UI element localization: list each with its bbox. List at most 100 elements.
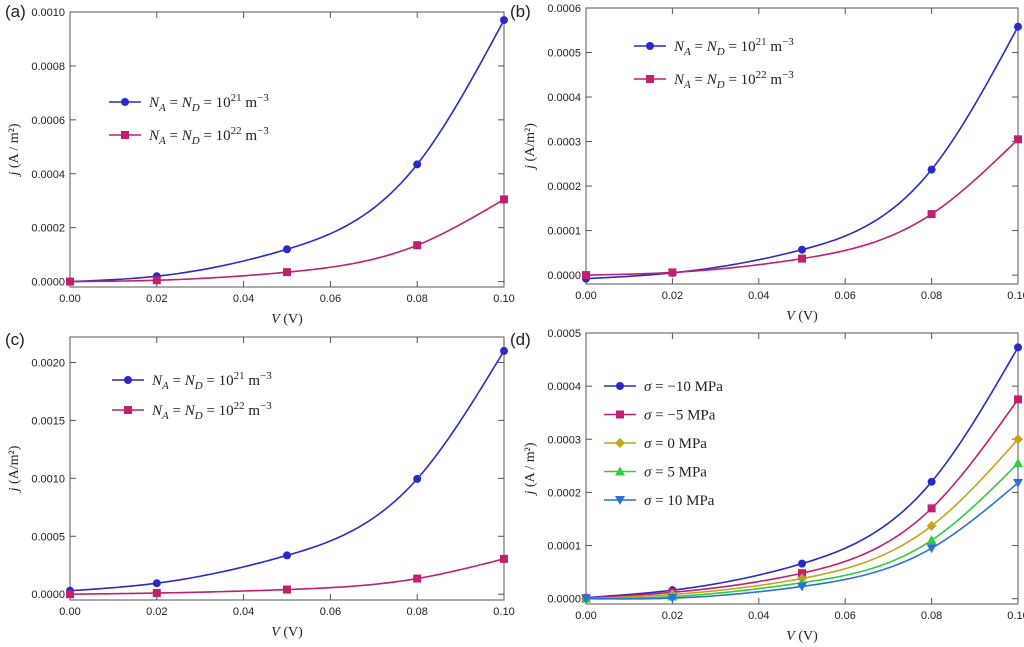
data-point xyxy=(1013,434,1023,445)
data-point xyxy=(1014,135,1022,144)
data-point xyxy=(581,594,591,604)
y-tick-label: 0.0005 xyxy=(31,531,65,543)
data-point xyxy=(1014,395,1022,404)
legend-marker xyxy=(124,376,132,384)
data-point xyxy=(927,210,936,219)
y-tick-label: 0.0002 xyxy=(31,223,65,235)
y-tick-label: 0.0006 xyxy=(31,115,65,127)
x-axis-label: V (V) xyxy=(271,312,303,327)
x-tick-label: 0.00 xyxy=(575,610,596,622)
y-tick-label: 0.0005 xyxy=(547,328,581,340)
legend-label-4: σ = 10 MPa xyxy=(644,493,715,509)
x-tick-label: 0.08 xyxy=(406,606,427,618)
legend-label-1: NA = ND = 1022 m−3 xyxy=(151,400,272,422)
data-point xyxy=(413,160,422,169)
x-axis-label: V (V) xyxy=(786,309,818,324)
x-tick-label: 0.06 xyxy=(320,606,341,618)
y-tick-label: 0.0015 xyxy=(31,415,65,427)
data-point xyxy=(798,254,806,263)
panel-b: (b) 0.00 0.02 0.04 0.06 0.08 0.10 0.0000 0.0001 0… xyxy=(510,2,1024,324)
y-tick-label: 0.0004 xyxy=(547,92,581,104)
legend-marker xyxy=(616,410,624,419)
legend-label-1: NA = ND = 1022 m−3 xyxy=(673,69,794,91)
x-tick-label: 0.02 xyxy=(146,293,167,305)
series-line xyxy=(585,26,1019,280)
data-point xyxy=(798,559,806,568)
legend-marker xyxy=(615,438,625,448)
data-point xyxy=(798,569,806,578)
x-tick-label: 0.06 xyxy=(834,290,855,302)
legend-marker xyxy=(121,131,129,139)
legend-label-1: NA = ND = 1022 m−3 xyxy=(148,125,269,147)
data-point xyxy=(798,245,806,254)
plot-frame xyxy=(585,332,1019,605)
x-tick-label: 0.08 xyxy=(921,610,942,622)
data-point xyxy=(413,474,422,483)
y-tick-label: 0.0000 xyxy=(31,589,65,601)
x-axis-label: V (V) xyxy=(786,629,818,644)
data-point xyxy=(927,477,936,486)
y-tick-label: 0.0004 xyxy=(547,381,581,393)
x-tick-label: 0.00 xyxy=(59,293,80,305)
y-tick-label: 0.0000 xyxy=(547,594,581,606)
legend-marker xyxy=(646,42,654,50)
data-point xyxy=(413,574,422,583)
series-1 xyxy=(66,554,508,599)
y-tick-label: 0.0004 xyxy=(31,169,65,181)
y-tick-label: 0.0010 xyxy=(31,473,65,485)
y-tick-label: 0.0002 xyxy=(547,181,581,193)
y-axis-label: j (A/m²) xyxy=(523,123,538,171)
data-point xyxy=(500,554,508,563)
legend-label-0: σ = −10 MPa xyxy=(644,379,723,395)
data-point xyxy=(927,504,936,513)
data-point xyxy=(668,268,677,277)
data-point xyxy=(926,544,937,554)
data-point xyxy=(283,585,291,594)
series-1 xyxy=(582,135,1022,280)
plot-frame xyxy=(69,11,505,288)
series-0 xyxy=(66,346,508,595)
x-tick-label: 0.04 xyxy=(233,293,254,305)
y-tick-label: 0.0006 xyxy=(547,3,581,15)
panel-label: (d) xyxy=(510,330,531,349)
data-point xyxy=(66,590,74,599)
y-tick-label: 0.0010 xyxy=(31,7,65,19)
x-tick-label: 0.10 xyxy=(493,606,514,618)
series-line xyxy=(69,19,505,283)
data-point xyxy=(1014,22,1022,31)
data-point xyxy=(927,165,936,174)
y-tick-label: 0.0005 xyxy=(547,48,581,60)
x-tick-label: 0.04 xyxy=(748,290,769,302)
data-point xyxy=(152,579,161,588)
legend-marker xyxy=(646,75,654,83)
y-axis-label: j (A / m²) xyxy=(7,123,22,177)
y-tick-label: 0.0000 xyxy=(547,270,581,282)
data-point xyxy=(500,195,508,204)
x-tick-label: 0.10 xyxy=(493,293,514,305)
data-point xyxy=(1014,343,1022,352)
x-tick-label: 0.06 xyxy=(834,610,855,622)
y-tick-label: 0.0000 xyxy=(31,277,65,289)
panel-label: (b) xyxy=(510,2,531,21)
panel-c: (c) 0.00 0.02 0.04 0.06 0.08 0.10 0.0000 0.0005 0… xyxy=(5,330,515,640)
plot-frame xyxy=(69,336,505,601)
series-1 xyxy=(66,195,508,286)
data-point xyxy=(413,241,422,250)
y-tick-label: 0.0003 xyxy=(547,434,581,446)
x-tick-label: 0.08 xyxy=(921,290,942,302)
data-point xyxy=(926,520,937,531)
data-point xyxy=(66,277,74,286)
legend-label-2: σ = 0 MPa xyxy=(644,436,707,452)
y-tick-label: 0.0008 xyxy=(31,61,65,73)
legend-label-0: NA = ND = 1021 m−3 xyxy=(673,36,794,58)
data-point xyxy=(283,245,291,254)
data-point xyxy=(152,276,161,285)
x-tick-label: 0.00 xyxy=(575,290,596,302)
panel-d: (d) 0.00 0.02 0.04 0.06 0.08 0.10 0.0000 0.0001 0… xyxy=(510,328,1024,644)
legend-marker xyxy=(121,98,129,106)
x-tick-label: 0.04 xyxy=(233,606,254,618)
y-tick-label: 0.0020 xyxy=(31,357,65,369)
data-point xyxy=(667,594,678,604)
data-point xyxy=(1013,478,1023,488)
